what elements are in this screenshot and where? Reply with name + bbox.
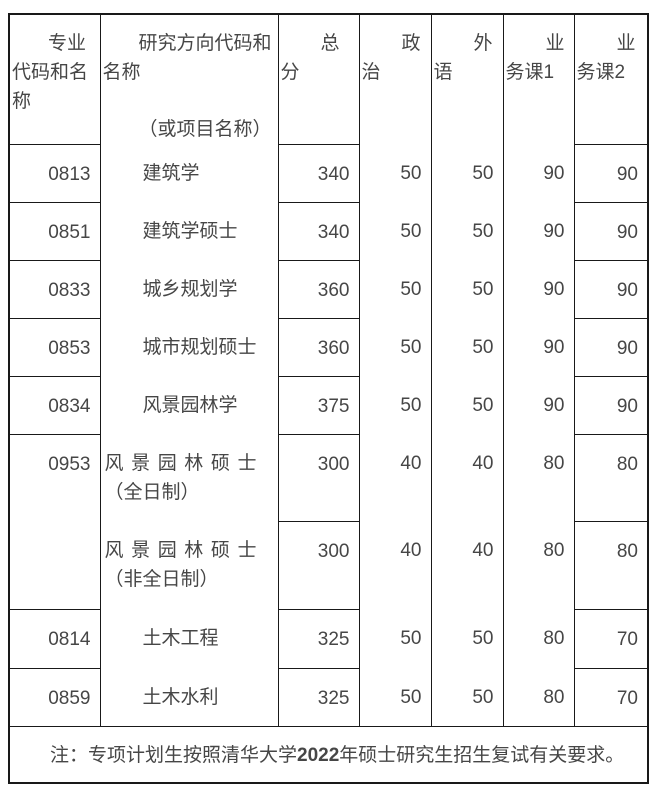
major-name-cell: 风景园林学: [99, 376, 279, 434]
header-course2: 业务课2: [573, 13, 649, 145]
course1-score-cell: 80: [502, 434, 575, 521]
header-course1: 业务课1: [502, 14, 575, 144]
course1-score-cell: 80: [502, 668, 575, 726]
course2-score-cell: 90: [573, 201, 649, 261]
major-name-line: 风景园林硕士: [104, 453, 265, 474]
table-row: 0859 土木水利 325 50 50 80 70: [8, 667, 649, 727]
header-research-direction: 研究方向代码和名称 （或项目名称）: [99, 14, 279, 144]
course2-score-cell: 90: [573, 375, 649, 435]
total-score-cell: 300: [277, 433, 360, 522]
table-row: 0953 风景园林硕士 （全日制） 300 40 40 80 80: [8, 433, 649, 610]
total-score-cell: 360: [277, 317, 360, 377]
course2-score-cell: 80: [573, 520, 649, 610]
major-name-cell: 建筑学硕士: [99, 202, 279, 260]
politics-score-cell: 50: [358, 668, 432, 726]
politics-score-cell: 40: [358, 521, 432, 609]
code-cell: 0853: [8, 317, 101, 377]
total-score-cell: 360: [277, 259, 360, 319]
total-score-cell: 375: [277, 375, 360, 435]
header-major-code: 专业代码和名称: [8, 13, 101, 145]
major-name-cell: 建筑学: [99, 144, 279, 202]
table-row: 0814 土木工程 325 50 50 80 70: [8, 608, 649, 669]
footnote-year: 2022: [297, 744, 340, 766]
table-row: 0851 建筑学硕士 340 50 50 90 90: [8, 201, 649, 261]
total-score-cell: 325: [277, 667, 360, 727]
code-cell: 0953: [8, 433, 101, 610]
major-name-cell: 土木工程: [99, 609, 279, 668]
header-total-score: 总分: [277, 13, 360, 145]
course1-score-cell: 90: [502, 376, 575, 434]
foreign-score-cell: 40: [430, 434, 504, 521]
table-row: 0834 风景园林学 375 50 50 90 90: [8, 375, 649, 435]
politics-score-cell: 50: [358, 609, 432, 668]
code-cell: 0833: [8, 259, 101, 319]
major-name-subline: （全日制）: [104, 482, 200, 503]
footnote-row: 注：专项计划生按照清华大学2022年硕士研究生招生复试有关要求。: [9, 725, 648, 783]
code-cell: 0859: [8, 667, 101, 727]
course2-score-cell: 90: [573, 317, 649, 377]
foreign-score-cell: 50: [430, 202, 504, 260]
code-cell: 0813: [8, 143, 101, 203]
code-cell: 0851: [8, 201, 101, 261]
table-row: 0833 城乡规划学 360 50 50 90 90: [8, 259, 649, 319]
header-research-direction-main: 研究方向代码和名称: [102, 33, 272, 83]
admission-score-table: 专业代码和名称 研究方向代码和名称 （或项目名称） 总分 政治 外语 业务课1 …: [8, 13, 649, 784]
foreign-score-cell: 40: [430, 521, 504, 609]
table-row: 0813 建筑学 340 50 50 90 90: [8, 143, 649, 203]
course1-score-cell: 80: [502, 609, 575, 668]
foreign-score-cell: 50: [430, 260, 504, 318]
politics-score-cell: 40: [358, 434, 432, 521]
code-cell: 0834: [8, 375, 101, 435]
total-score-cell: 340: [277, 143, 360, 203]
major-name-line: 风景园林硕士: [104, 540, 265, 561]
foreign-score-cell: 50: [430, 376, 504, 434]
code-cell: 0814: [8, 608, 101, 669]
table-row: 风景园林硕士 （非全日制） 300 40 40 80 80: [9, 520, 649, 610]
major-name-cell: 城乡规划学: [99, 260, 279, 318]
footnote-prefix: 注：专项计划生按照清华大学: [50, 744, 298, 766]
major-name-subline: （非全日制）: [104, 569, 219, 590]
foreign-score-cell: 50: [430, 144, 504, 202]
major-name-cell: 风景园林硕士 （非全日制）: [99, 521, 279, 609]
footnote-suffix: 年硕士研究生招生复试有关要求。: [339, 744, 625, 766]
course2-score-cell: 70: [573, 667, 649, 727]
course2-score-cell: 70: [573, 608, 649, 669]
politics-score-cell: 50: [358, 144, 432, 202]
foreign-score-cell: 50: [430, 668, 504, 726]
politics-score-cell: 50: [358, 318, 432, 376]
total-score-cell: 300: [277, 520, 360, 610]
header-politics: 政治: [358, 14, 432, 144]
politics-score-cell: 50: [358, 202, 432, 260]
major-name-cell: 风景园林硕士 （全日制）: [99, 434, 279, 521]
course2-score-cell: 90: [573, 143, 649, 203]
politics-score-cell: 50: [358, 260, 432, 318]
course1-score-cell: 90: [502, 318, 575, 376]
foreign-score-cell: 50: [430, 318, 504, 376]
major-name-cell: 城市规划硕士: [99, 318, 279, 376]
course2-score-cell: 80: [573, 433, 649, 522]
total-score-cell: 340: [277, 201, 360, 261]
course1-score-cell: 90: [502, 260, 575, 318]
total-score-cell: 325: [277, 608, 360, 669]
header-row: 专业代码和名称 研究方向代码和名称 （或项目名称） 总分 政治 外语 业务课1 …: [8, 13, 649, 145]
table-row: 0853 城市规划硕士 360 50 50 90 90: [8, 317, 649, 377]
course2-score-cell: 90: [573, 259, 649, 319]
politics-score-cell: 50: [358, 376, 432, 434]
header-foreign-language: 外语: [430, 14, 504, 144]
footnote: 注：专项计划生按照清华大学2022年硕士研究生招生复试有关要求。: [9, 725, 648, 783]
course1-score-cell: 80: [502, 521, 575, 609]
course1-score-cell: 90: [502, 144, 575, 202]
major-name-cell: 土木水利: [99, 668, 279, 726]
foreign-score-cell: 50: [430, 609, 504, 668]
course1-score-cell: 90: [502, 202, 575, 260]
header-project-name: （或项目名称）: [138, 119, 272, 140]
